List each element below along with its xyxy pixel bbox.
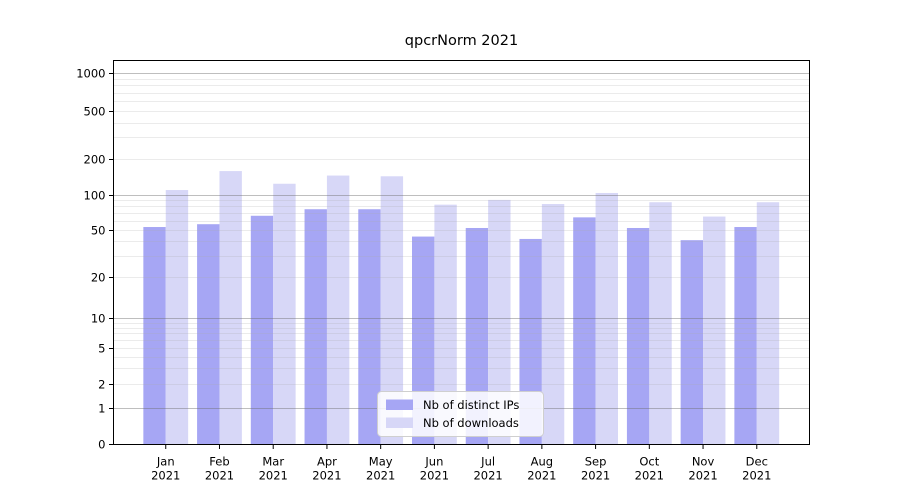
xtick-label-month-jan: Jan bbox=[156, 455, 175, 469]
xtick-label-year-aug: 2021 bbox=[527, 469, 556, 483]
ytick-label-1: 1 bbox=[98, 402, 105, 416]
bar-nb-of-downloads-oct bbox=[649, 202, 672, 444]
xtick-label-month-jul: Jul bbox=[480, 455, 495, 469]
bar-nb-of-distinct-ips-nov bbox=[680, 240, 704, 444]
xtick-label-year-sep: 2021 bbox=[581, 469, 610, 483]
ytick-label-50: 50 bbox=[91, 224, 106, 238]
plot-frame bbox=[113, 60, 810, 445]
legend-swatch-nb-of-downloads bbox=[386, 417, 413, 428]
ytick-label-2: 2 bbox=[98, 378, 105, 392]
chart-title: qpcrNorm 2021 bbox=[404, 33, 519, 49]
ytick-label-1000: 1000 bbox=[76, 67, 105, 81]
xtick-label-month-dec: Dec bbox=[746, 455, 768, 469]
xtick-label-month-apr: Apr bbox=[317, 455, 337, 469]
bar-nb-of-distinct-ips-dec bbox=[734, 227, 757, 444]
xtick-label-year-mar: 2021 bbox=[259, 469, 288, 483]
ytick-label-0: 0 bbox=[98, 438, 105, 452]
xtick-label-year-oct: 2021 bbox=[635, 469, 664, 483]
xtick-label-month-feb: Feb bbox=[209, 455, 229, 469]
xtick-label-year-jul: 2021 bbox=[473, 469, 502, 483]
bar-nb-of-downloads-sep bbox=[595, 192, 618, 444]
axes-layer: 01251020501002005001000Jan2021Feb2021Mar… bbox=[76, 60, 810, 483]
bar-nb-of-distinct-ips-apr bbox=[304, 209, 327, 444]
bar-nb-of-downloads-jan bbox=[165, 190, 189, 444]
ytick-label-200: 200 bbox=[84, 153, 106, 167]
legend: Nb of distinct IPs Nb of downloads bbox=[377, 391, 544, 437]
legend-label-nb-of-distinct-ips: Nb of distinct IPs bbox=[423, 398, 519, 412]
legend-box bbox=[377, 391, 544, 437]
bar-nb-of-distinct-ips-may bbox=[358, 209, 381, 444]
xtick-label-month-mar: Mar bbox=[262, 455, 284, 469]
bar-nb-of-distinct-ips-jan bbox=[143, 227, 166, 444]
bars-layer bbox=[143, 171, 780, 445]
bar-nb-of-downloads-apr bbox=[326, 175, 350, 444]
bar-nb-of-distinct-ips-feb bbox=[197, 224, 220, 444]
ytick-label-20: 20 bbox=[91, 271, 106, 285]
bar-nb-of-downloads-nov bbox=[703, 216, 726, 444]
bar-nb-of-downloads-feb bbox=[219, 171, 242, 444]
bar-nb-of-distinct-ips-jul bbox=[465, 227, 489, 444]
bar-nb-of-downloads-dec bbox=[756, 202, 780, 444]
bar-nb-of-distinct-ips-sep bbox=[573, 217, 596, 444]
xtick-label-year-jan: 2021 bbox=[151, 469, 180, 483]
xtick-label-year-jun: 2021 bbox=[420, 469, 449, 483]
xtick-label-month-oct: Oct bbox=[639, 455, 659, 469]
ytick-label-5: 5 bbox=[98, 342, 105, 356]
bar-nb-of-downloads-may bbox=[380, 176, 404, 445]
xtick-label-month-aug: Aug bbox=[531, 455, 553, 469]
xtick-label-month-jun: Jun bbox=[424, 455, 443, 469]
bar-nb-of-downloads-jul bbox=[488, 199, 511, 444]
xtick-label-year-feb: 2021 bbox=[205, 469, 234, 483]
bar-nb-of-distinct-ips-oct bbox=[626, 227, 650, 444]
bar-nb-of-downloads-jun bbox=[434, 204, 457, 444]
ytick-label-100: 100 bbox=[84, 189, 106, 203]
legend-swatch-nb-of-distinct-ips bbox=[386, 399, 413, 410]
bar-nb-of-distinct-ips-mar bbox=[250, 215, 274, 444]
xtick-label-month-sep: Sep bbox=[585, 455, 607, 469]
xtick-label-year-may: 2021 bbox=[366, 469, 395, 483]
xtick-label-year-nov: 2021 bbox=[688, 469, 717, 483]
xtick-label-year-dec: 2021 bbox=[742, 469, 771, 483]
ytick-label-10: 10 bbox=[91, 312, 106, 326]
gridlines-layer bbox=[113, 73, 810, 409]
bar-nb-of-downloads-aug bbox=[541, 204, 565, 444]
xtick-label-year-apr: 2021 bbox=[312, 469, 341, 483]
ytick-label-500: 500 bbox=[84, 105, 106, 119]
xtick-label-month-may: May bbox=[369, 455, 393, 469]
legend-label-nb-of-downloads: Nb of downloads bbox=[423, 416, 519, 430]
xtick-label-month-nov: Nov bbox=[692, 455, 715, 469]
bar-nb-of-downloads-mar bbox=[273, 183, 296, 444]
